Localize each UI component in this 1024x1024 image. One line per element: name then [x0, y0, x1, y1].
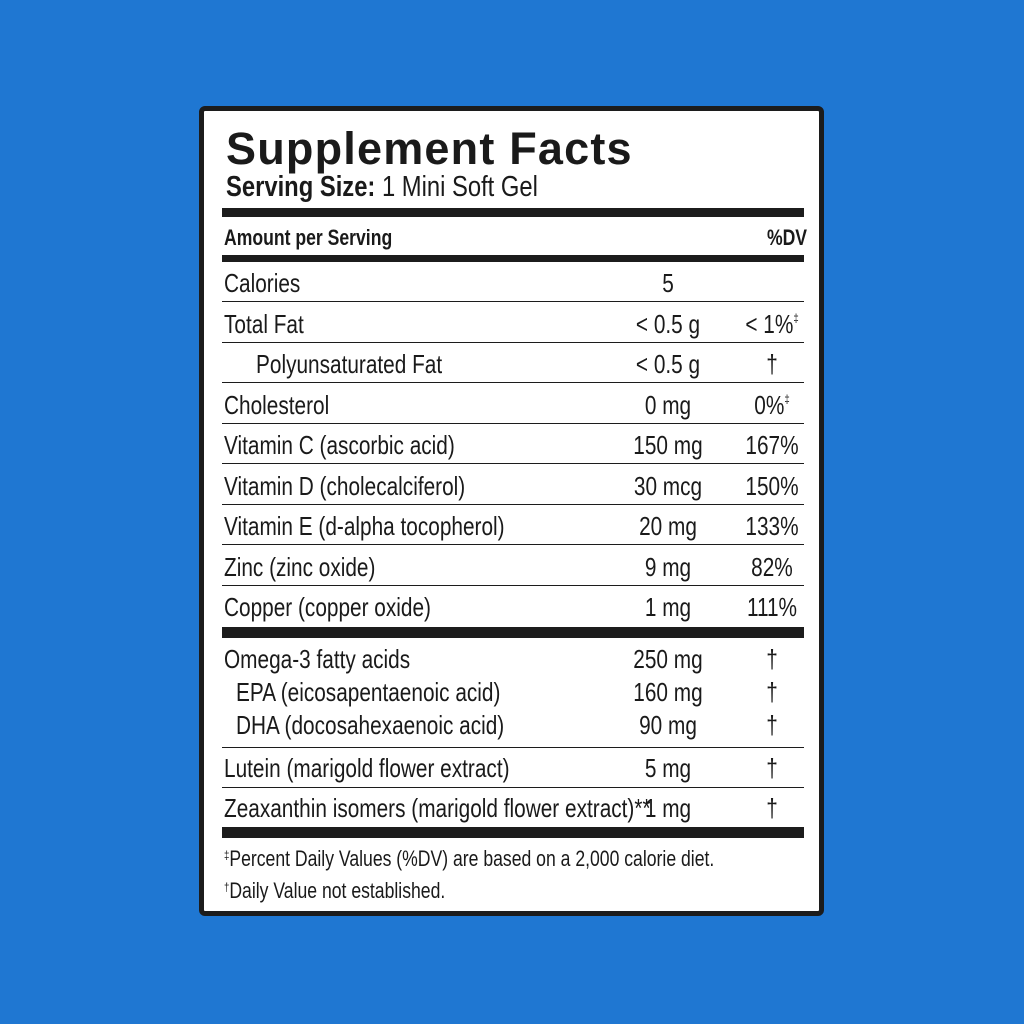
nutrient-label: Cholesterol	[224, 389, 330, 420]
nutrient-amount: 0 mg	[644, 389, 692, 420]
nutrient-amount: < 0.5 g	[635, 349, 701, 379]
nutrient-label: Total Fat	[224, 308, 304, 339]
dv-value: 150%	[745, 470, 799, 501]
dv-value: 111%	[746, 592, 798, 622]
nutrient-label: DHA (docosahexaenoic acid)	[236, 710, 505, 740]
nutrient-dv: 167%	[732, 430, 812, 461]
serving-size-value: 1 Mini Soft Gel	[381, 171, 538, 203]
nutrient-dv: †	[766, 644, 778, 674]
nutrient-row: Copper (copper oxide) 1 mg 111%	[222, 586, 804, 625]
nutrient-amount: 160 mg	[633, 677, 703, 707]
omega-3-group: Omega-3 fatty acids 250 mg † EPA (eicosapen…	[222, 638, 804, 748]
nutrient-amount: 150 mg	[633, 430, 703, 460]
nutrient-row: Vitamin E (d-alpha tocopherol) 20 mg 133%	[222, 505, 804, 545]
nutrient-row: Calories 5	[222, 262, 804, 302]
footnote: ‡Percent Daily Values (%DV) are based on…	[224, 846, 714, 872]
nutrient-dv: 133%	[732, 511, 812, 542]
amount-per-serving-header: Amount per Serving	[224, 225, 393, 250]
nutrient-dv: †	[766, 710, 778, 740]
dv-footnote-mark: ‡	[784, 391, 790, 406]
dv-footnote-mark: ‡	[793, 310, 799, 325]
nutrient-amount: 1 mg	[644, 793, 692, 823]
nutrient-label: Vitamin C (ascorbic acid)	[224, 430, 455, 460]
nutrient-label: Calories	[224, 268, 301, 298]
nutrient-row: Polyunsaturated Fat < 0.5 g †	[222, 343, 804, 383]
nutrient-label: Vitamin D (cholecalciferol)	[224, 470, 466, 501]
nutrient-amount: 5 mg	[644, 753, 692, 783]
footnote-mark: ‡	[224, 848, 230, 862]
nutrient-row: Total Fat < 0.5 g < 1%‡	[222, 303, 804, 343]
divider-thick	[222, 255, 804, 262]
nutrient-label: Zinc (zinc oxide)	[224, 551, 376, 582]
nutrient-amount: 30 mcg	[633, 470, 703, 501]
nutrient-amount: 5	[662, 268, 674, 298]
panel-title: Supplement Facts	[226, 123, 633, 174]
nutrient-row: Zinc (zinc oxide) 9 mg 82%	[222, 546, 804, 586]
dv-value: †	[766, 349, 778, 379]
nutrient-amount: < 0.5 g	[635, 308, 701, 339]
divider-thick	[222, 827, 804, 838]
nutrient-dv: †	[766, 753, 778, 783]
serving-size: Serving Size: 1 Mini Soft Gel	[226, 171, 538, 204]
nutrient-row: Vitamin C (ascorbic acid) 150 mg 167%	[222, 424, 804, 464]
dv-value: < 1%	[745, 308, 794, 339]
divider-thick	[222, 627, 804, 638]
nutrient-row: Cholesterol 0 mg 0%‡	[222, 384, 804, 424]
serving-size-label: Serving Size:	[226, 171, 376, 203]
header-row: Amount per Serving %DV	[222, 217, 807, 255]
nutrient-row: Vitamin D (cholecalciferol) 30 mcg 150%	[222, 465, 804, 505]
nutrient-label: Zeaxanthin isomers (marigold flower extr…	[224, 793, 651, 823]
nutrient-dv: †	[766, 677, 778, 707]
supplement-facts-panel: Supplement Facts Serving Size: 1 Mini So…	[199, 106, 824, 916]
divider-thick	[222, 208, 804, 217]
nutrient-dv: 111%	[732, 592, 812, 623]
nutrient-amount: 250 mg	[633, 644, 703, 674]
nutrient-label: Omega-3 fatty acids	[224, 644, 411, 674]
nutrient-label: Polyunsaturated Fat	[256, 349, 443, 379]
dv-value: 0%	[754, 389, 785, 420]
nutrient-dv: 82%	[732, 552, 812, 583]
nutrient-dv: < 1%‡	[732, 309, 812, 340]
nutrient-label: Lutein (marigold flower extract)	[224, 753, 510, 783]
nutrient-amount: 90 mg	[639, 710, 697, 740]
nutrient-row: Lutein (marigold flower extract) 5 mg †	[222, 748, 804, 788]
nutrient-amount: 9 mg	[644, 551, 692, 582]
nutrient-label: EPA (eicosapentaenoic acid)	[236, 677, 501, 707]
nutrient-amount: 1 mg	[644, 592, 692, 622]
footnote-mark: †	[224, 880, 230, 894]
nutrient-label: Vitamin E (d-alpha tocopherol)	[224, 511, 505, 541]
footnote: †Daily Value not established.	[224, 878, 445, 904]
nutrient-dv: †	[732, 349, 812, 380]
dv-value: 82%	[751, 551, 793, 582]
footnote-text: Daily Value not established.	[229, 878, 446, 903]
nutrient-dv: 0%‡	[732, 390, 812, 421]
nutrient-amount: 20 mg	[639, 511, 697, 541]
footnote-text: Percent Daily Values (%DV) are based on …	[229, 846, 715, 871]
dv-header: %DV	[766, 225, 808, 250]
dv-value: 167%	[745, 430, 799, 460]
dv-value: 133%	[745, 511, 799, 541]
nutrient-dv: 150%	[732, 471, 812, 502]
nutrient-label: Copper (copper oxide)	[224, 592, 431, 622]
nutrient-row: Zeaxanthin isomers (marigold flower extr…	[222, 788, 804, 827]
nutrient-dv: †	[766, 793, 778, 823]
